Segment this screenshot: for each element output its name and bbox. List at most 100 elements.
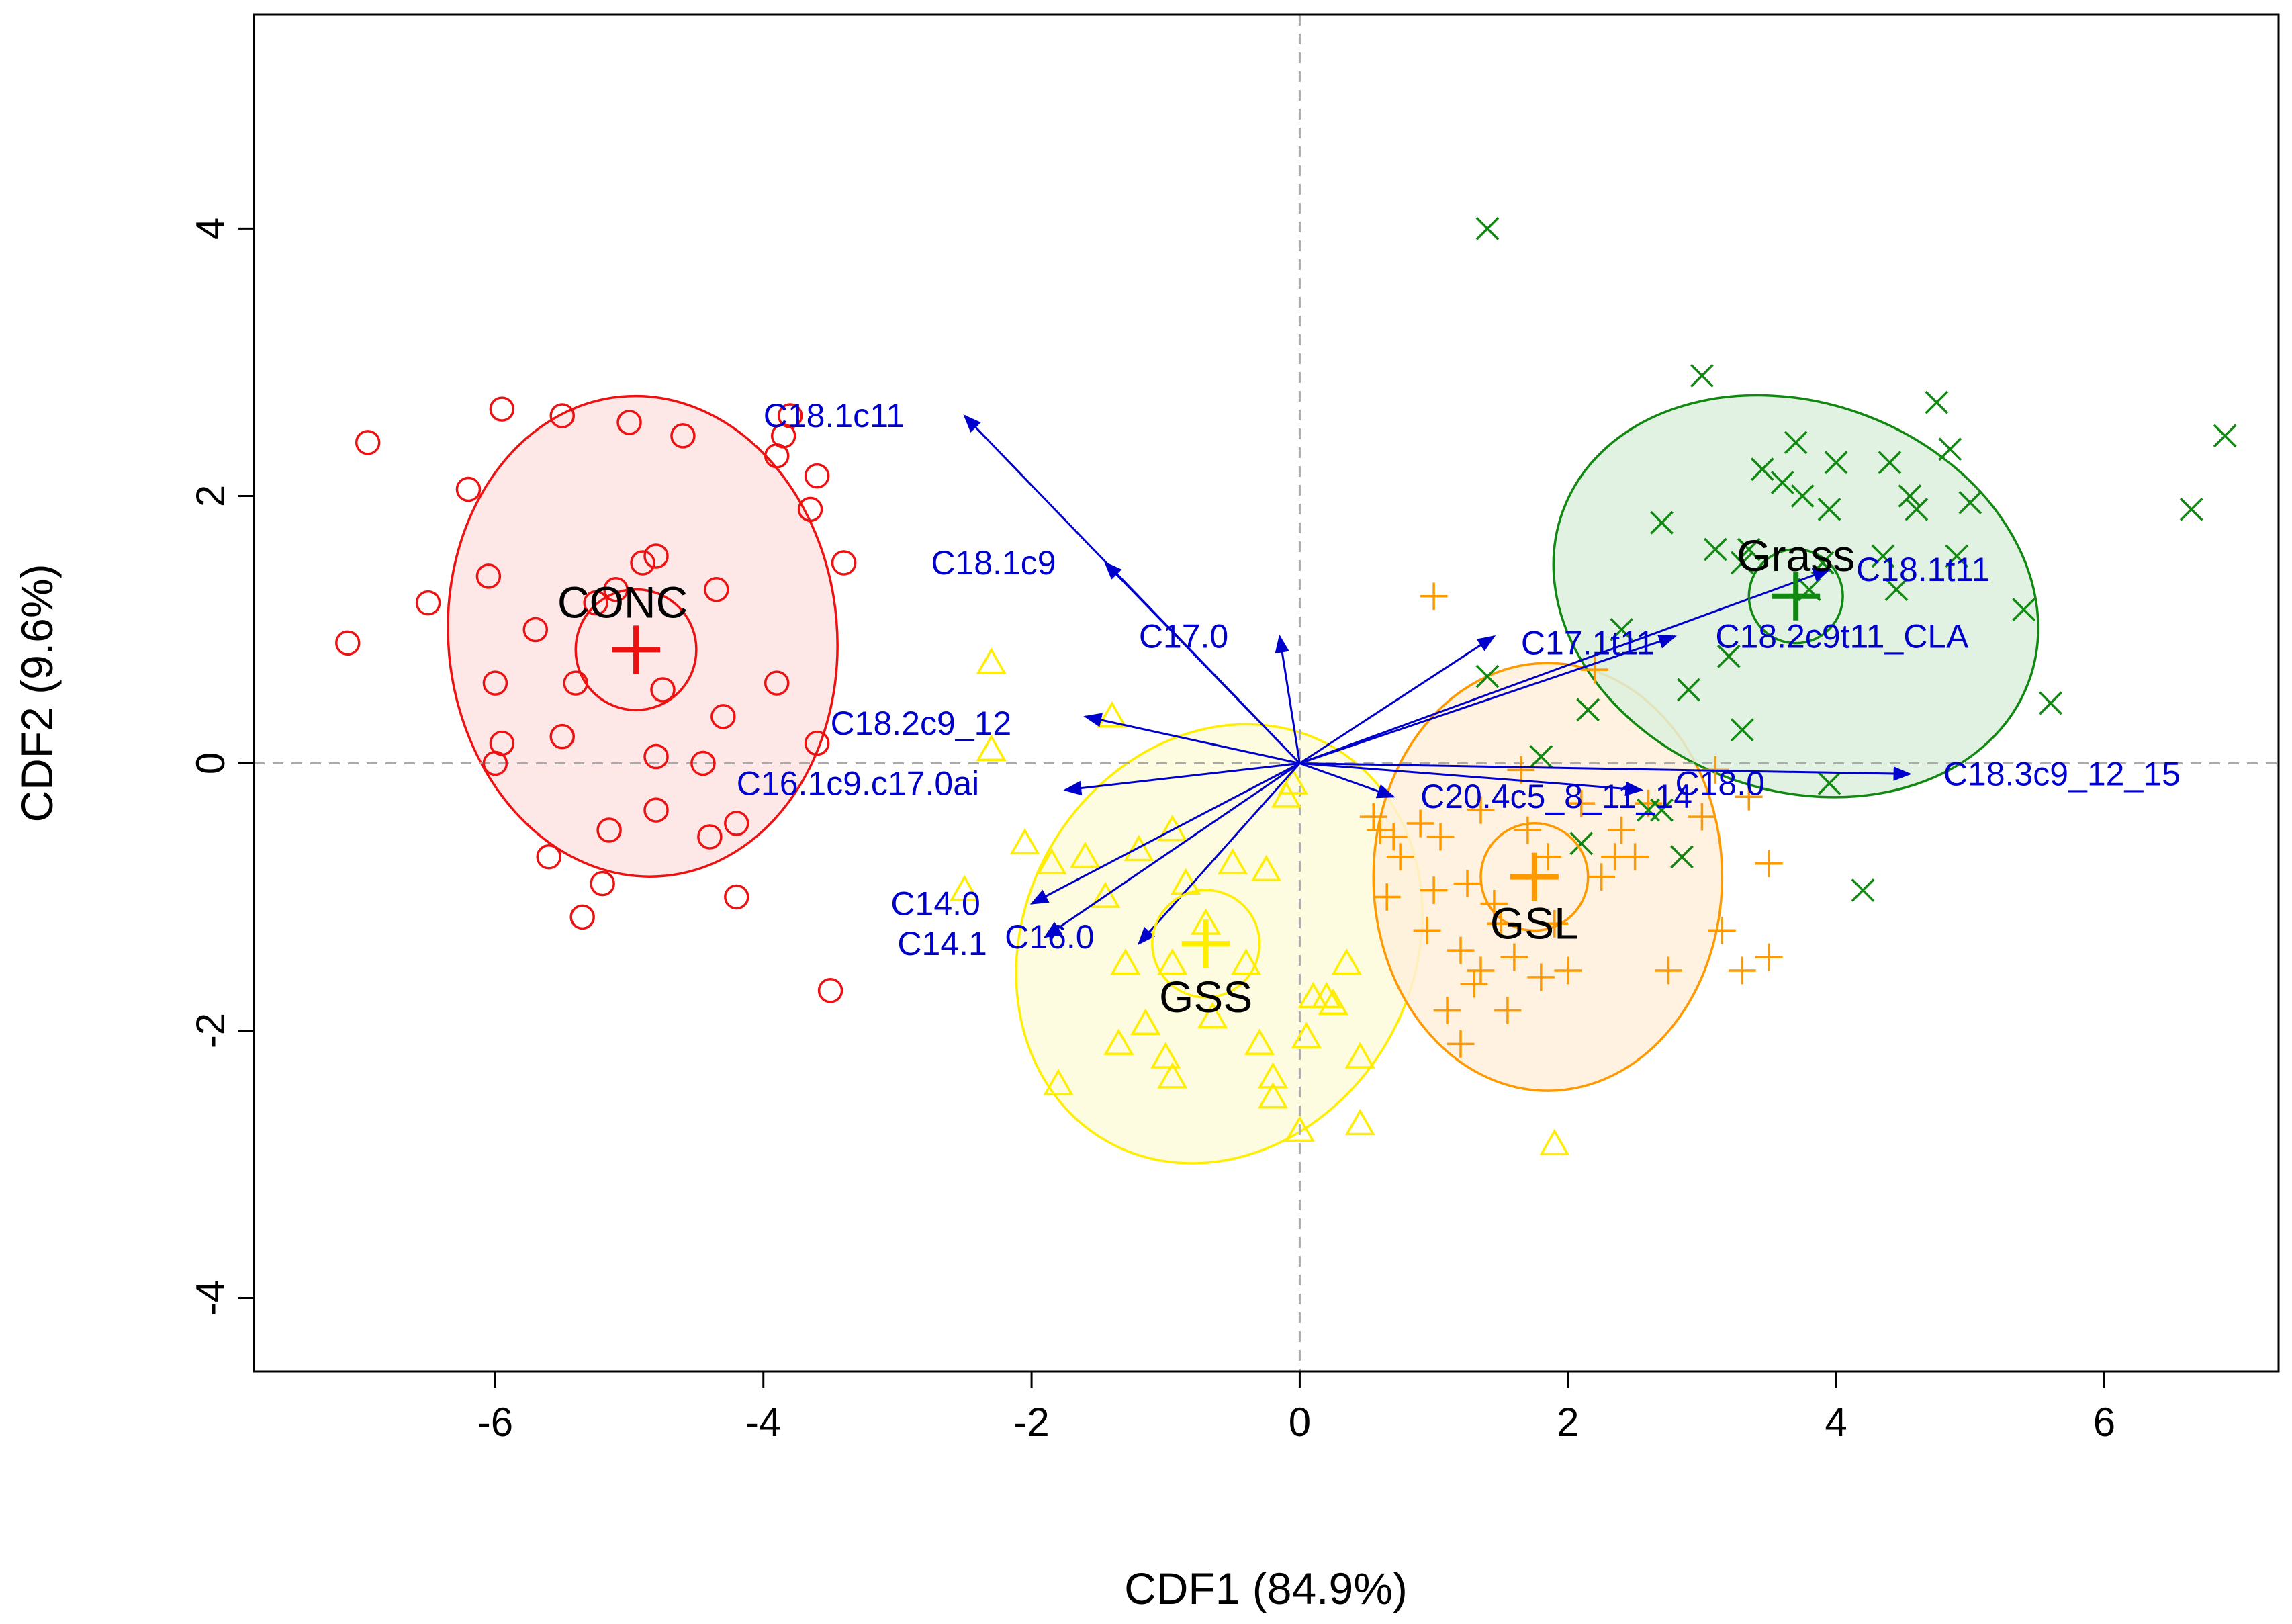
point-grass [1650, 510, 1674, 535]
point-gsl [1420, 876, 1448, 904]
centroid-ring-gss [1151, 889, 1261, 999]
point-conc [590, 870, 615, 897]
y-tick-label: 2 [188, 485, 233, 507]
point-gsl [1494, 997, 1522, 1025]
x-tick-label: 0 [1289, 1400, 1311, 1445]
point-grass [1871, 544, 1895, 568]
x-tick-label: 2 [1557, 1400, 1579, 1445]
loading-arrow [1138, 762, 1301, 946]
centroid-marker-grass [1772, 572, 1821, 621]
point-gss [1124, 834, 1154, 862]
point-grass [1704, 537, 1727, 561]
point-grass [1730, 718, 1754, 742]
point-gsl [1567, 789, 1596, 817]
y-axis-title: CDF2 (9.6%) [12, 563, 62, 822]
x-axis-title: CDF1 (84.9%) [1124, 1564, 1408, 1613]
point-conc [489, 730, 515, 756]
point-gsl [1406, 809, 1434, 838]
point-gss [1043, 1069, 1074, 1095]
point-grass [1610, 618, 1634, 641]
loading-label: C14.0 [890, 885, 980, 922]
centroid-ring-grass [1747, 548, 1844, 645]
point-conc [630, 550, 655, 576]
loading-label: C17.1t11 [1521, 624, 1655, 662]
centroid-marker-gsl [1510, 852, 1559, 901]
point-gsl [1554, 956, 1582, 985]
point-gss [1197, 1001, 1228, 1029]
data-points [335, 217, 2237, 1156]
x-tick-label: -6 [477, 1400, 513, 1445]
point-grass [1790, 484, 1815, 508]
point-gss [1097, 701, 1128, 728]
point-grass [1529, 745, 1553, 768]
group-centroids [574, 548, 1844, 999]
chart-labels: CONC GSS GSL Grass C18.1c11 C18.1c9 C17.0 C18.2… [557, 397, 2181, 1022]
point-gsl [1688, 803, 1716, 831]
point-grass [1784, 431, 1808, 455]
point-conc [643, 543, 669, 569]
point-conc [616, 410, 642, 435]
loading-arrow [1299, 635, 1496, 764]
point-gsl [1655, 956, 1682, 985]
x-tick-label: -4 [745, 1400, 781, 1445]
point-conc [764, 670, 790, 696]
point-conc [549, 723, 575, 750]
point-grass [1938, 437, 1962, 461]
loading-arrow [1104, 561, 1301, 764]
centroid-marker-gss [1181, 919, 1230, 968]
point-grass [1824, 451, 1848, 475]
point-gsl [1755, 850, 1783, 878]
point-conc [724, 811, 749, 836]
point-grass [2179, 497, 2203, 521]
point-conc [831, 550, 857, 576]
point-grass [1475, 664, 1500, 688]
point-gsl [1541, 909, 1569, 938]
y-tick-label: -4 [188, 1280, 233, 1316]
group-label-gsl: GSL [1490, 898, 1579, 948]
loading-label: C16.0 [1005, 918, 1094, 956]
point-conc [804, 463, 830, 489]
loading-label: C18.2c9_12 [831, 705, 1012, 742]
point-grass [1945, 544, 1969, 568]
point-conc [690, 750, 716, 776]
point-conc [335, 630, 361, 656]
loading-label: C18.1c9 [931, 544, 1056, 582]
point-gss [1291, 1022, 1322, 1048]
point-conc [710, 704, 736, 729]
point-gss [949, 874, 980, 901]
ellipse-conc [447, 394, 839, 878]
point-grass [1716, 644, 1741, 668]
point-conc [697, 824, 723, 850]
point-gsl [1426, 823, 1455, 851]
point-grass [1475, 217, 1500, 240]
point-conc [804, 730, 830, 756]
point-gsl [1728, 956, 1756, 985]
loading-arrow [1275, 634, 1301, 764]
point-grass [2213, 424, 2237, 448]
loading-arrow [1299, 762, 1644, 797]
point-grass [1878, 451, 1902, 475]
loading-arrow [1299, 568, 1831, 764]
point-gss [1257, 1062, 1289, 1089]
point-conc [569, 904, 595, 930]
point-gsl [1366, 816, 1394, 844]
point-gsl [1467, 956, 1495, 985]
point-conc [489, 396, 515, 422]
point-gss [1150, 1042, 1181, 1069]
point-grass [1817, 497, 1841, 521]
group-label-grass: Grass [1737, 531, 1855, 580]
loading-label: C16.1c9.c17.0ai [737, 764, 979, 802]
point-gsl [1379, 823, 1408, 851]
x-tick-label: -2 [1013, 1400, 1049, 1445]
point-conc [650, 677, 676, 703]
point-gsl [1507, 756, 1535, 784]
point-gsl [1527, 963, 1555, 991]
point-grass [1750, 457, 1774, 482]
loading-label: C17.0 [1139, 617, 1228, 655]
point-conc [522, 617, 549, 643]
point-gsl [1608, 816, 1636, 844]
point-gsl [1500, 943, 1528, 971]
point-gsl [1447, 936, 1475, 964]
point-gsl [1755, 943, 1783, 971]
y-tick-label: -2 [188, 1013, 233, 1048]
